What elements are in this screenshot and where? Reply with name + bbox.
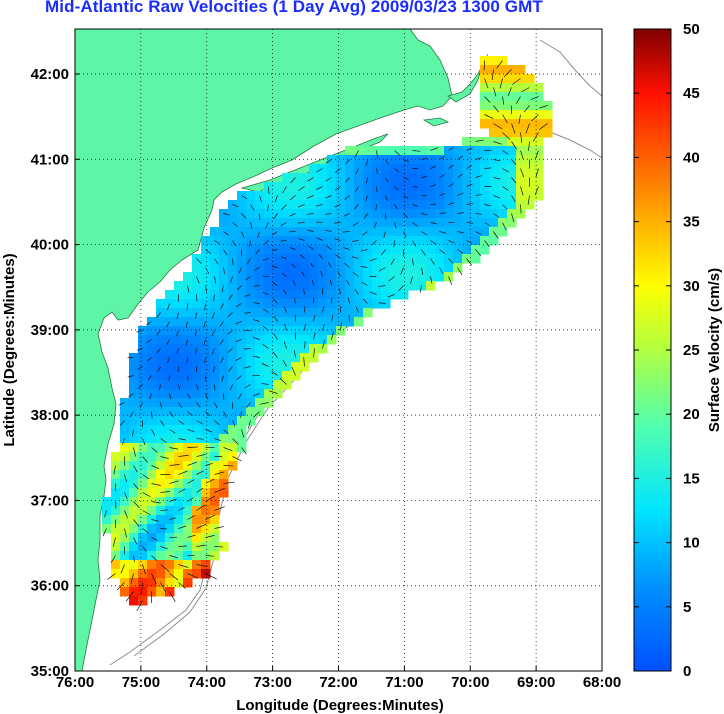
y-tick-label: 40:00 xyxy=(31,237,69,254)
x-tick-label: 75:00 xyxy=(122,674,160,691)
x-tick-label: 70:00 xyxy=(451,674,489,691)
y-tick-label: 36:00 xyxy=(31,578,69,595)
y-axis-label: Latitude (Degrees:Minutes) xyxy=(1,253,18,446)
colorbar-tick-label: 20 xyxy=(683,406,700,423)
x-tick-label: 76:00 xyxy=(56,674,94,691)
y-axis-ticks: 42:00 41:00 40:00 39:00 38:00 37:00 36:00 35:00 xyxy=(31,66,80,680)
mainland xyxy=(75,29,453,671)
colorbar-tick-label: 25 xyxy=(683,342,700,359)
y-tick-label: 37:00 xyxy=(31,492,69,509)
y-tick-label: 41:00 xyxy=(31,151,69,168)
y-tick-label: 39:00 xyxy=(31,322,69,339)
x-tick-label: 71:00 xyxy=(385,674,423,691)
colorbar xyxy=(633,28,672,672)
colorbar-tick-label: 5 xyxy=(683,599,691,616)
colorbar-tick-label: 40 xyxy=(683,149,700,166)
x-tick-label: 69:00 xyxy=(517,674,555,691)
y-tick-label: 35:00 xyxy=(31,663,69,680)
velocity-vectors xyxy=(102,60,548,612)
x-tick-label: 72:00 xyxy=(319,674,357,691)
colorbar-label: Surface Velocity (cm/s) xyxy=(706,268,723,432)
island xyxy=(422,117,450,127)
x-tick-label: 73:00 xyxy=(253,674,291,691)
colorbar-tick-label: 15 xyxy=(683,470,700,487)
x-tick-label: 74:00 xyxy=(188,674,226,691)
x-axis-ticks: 76:00 75:00 74:00 73:00 72:00 71:00 70:00 69:00… xyxy=(56,666,621,691)
map-title: Mid-Atlantic Raw Velocities (1 Day Avg) … xyxy=(45,0,543,16)
colorbar-tick-label: 10 xyxy=(683,535,700,552)
cape-cod xyxy=(447,53,489,103)
colorbar-tick-label: 45 xyxy=(683,85,700,102)
colorbar-tick-label: 50 xyxy=(683,21,700,38)
x-tick-label: 68:00 xyxy=(583,674,621,691)
x-axis-label: Longitude (Degrees:Minutes) xyxy=(236,697,444,714)
y-tick-label: 38:00 xyxy=(31,407,69,424)
colorbar-tick-label: 0 xyxy=(683,663,691,680)
y-tick-label: 42:00 xyxy=(31,66,69,83)
colorbar-tick-label: 35 xyxy=(683,214,700,231)
colorbar-tick-label: 30 xyxy=(683,278,700,295)
